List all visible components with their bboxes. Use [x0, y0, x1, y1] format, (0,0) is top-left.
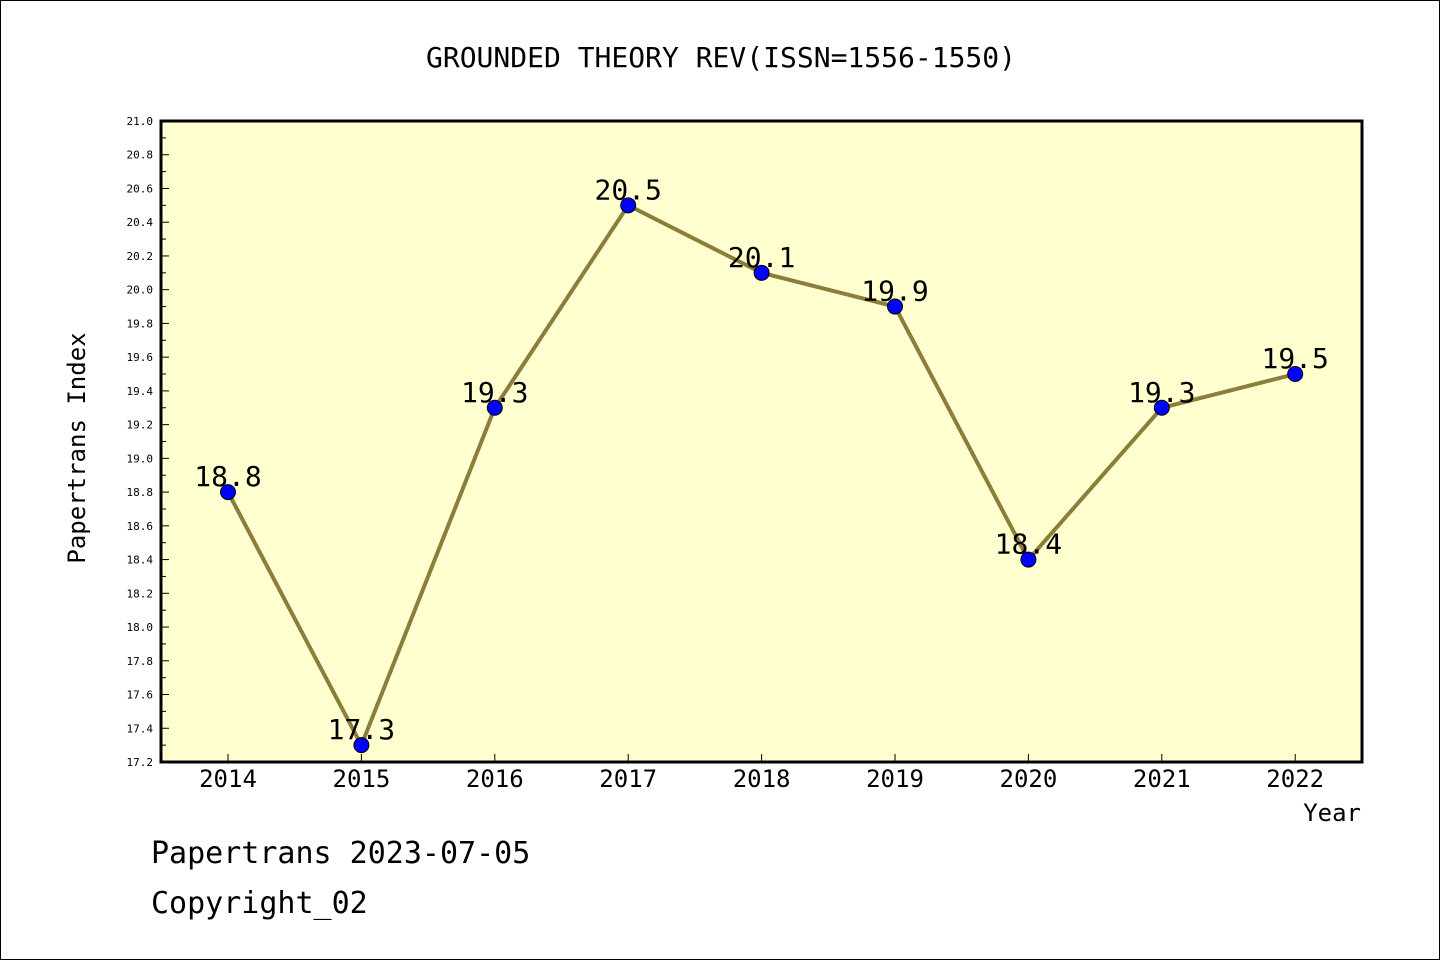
y-tick-label: 18.8 [127, 486, 154, 499]
data-point [353, 737, 370, 754]
x-tick-label: 2019 [866, 765, 924, 793]
y-tick-label: 18.6 [127, 520, 154, 533]
data-point [753, 264, 770, 281]
y-tick-label: 21.0 [127, 115, 154, 128]
x-tick-label: 2014 [199, 765, 257, 793]
y-tick-label: 17.2 [127, 756, 154, 769]
x-tick-label: 2017 [599, 765, 657, 793]
y-tick-label: 20.2 [127, 250, 154, 263]
y-axis-label: Papertrans Index [63, 332, 91, 563]
y-tick-label: 19.0 [127, 452, 154, 465]
data-markers [220, 197, 1304, 754]
x-tick-label: 2015 [333, 765, 391, 793]
y-tick-label: 18.4 [127, 554, 154, 567]
y-tick-label: 20.8 [127, 149, 154, 162]
y-tick-label: 19.2 [127, 419, 154, 432]
footer-copyright: Copyright_02 [151, 886, 368, 921]
x-tick-label: 2021 [1133, 765, 1191, 793]
x-axis-label: Year [1303, 799, 1361, 827]
y-tick-label: 20.0 [127, 284, 154, 297]
y-tick-label: 17.8 [127, 655, 154, 668]
data-point [620, 197, 637, 214]
data-point [220, 484, 236, 501]
data-point [486, 399, 503, 416]
data-point [887, 298, 903, 315]
y-tick-label: 18.0 [127, 621, 154, 634]
y-tick-label: 17.6 [127, 689, 154, 702]
y-tick-label: 19.8 [127, 317, 154, 330]
data-point [1153, 399, 1170, 416]
y-tick-label: 18.2 [127, 587, 154, 600]
data-point [1020, 551, 1037, 568]
data-point [1287, 366, 1304, 383]
x-tick-label: 2018 [733, 765, 791, 793]
footer-date: Papertrans 2023-07-05 [151, 836, 531, 871]
x-axis: 2014 2015 2016 2017 2018 2019 2020 2021 2022 [199, 754, 1324, 793]
x-tick-label: 2022 [1266, 765, 1324, 793]
y-tick-label: 20.6 [127, 182, 154, 195]
y-tick-label: 20.4 [127, 216, 154, 229]
y-tick-label: 17.4 [127, 722, 154, 735]
x-tick-label: 2020 [1000, 765, 1058, 793]
chart-title: GROUNDED THEORY REV(ISSN=1556-1550) [426, 41, 1016, 74]
y-tick-label: 19.6 [127, 351, 154, 364]
plot-area [159, 119, 1364, 764]
y-axis: 17.2 17.4 17.6 17.8 18.0 18.2 18.4 18.6 18.8 19.0… [127, 115, 169, 769]
y-tick-label: 19.4 [127, 385, 154, 398]
x-tick-label: 2016 [466, 765, 524, 793]
